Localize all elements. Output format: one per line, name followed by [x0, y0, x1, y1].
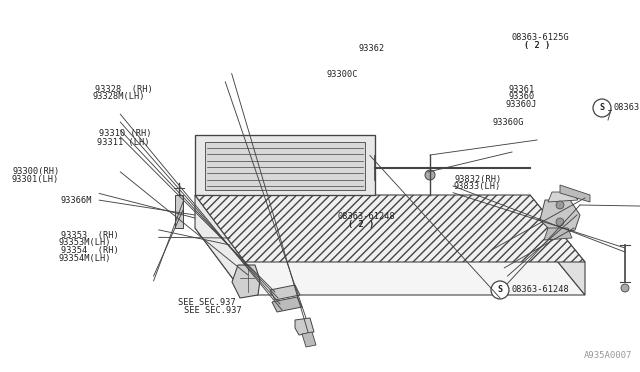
- Polygon shape: [195, 195, 245, 295]
- Text: S: S: [497, 285, 502, 295]
- Circle shape: [621, 284, 629, 292]
- Text: 08363-6125G: 08363-6125G: [512, 33, 570, 42]
- Text: 93300(RH): 93300(RH): [13, 167, 60, 176]
- Text: 93360J: 93360J: [506, 100, 537, 109]
- Text: 93361: 93361: [509, 85, 535, 94]
- Text: S: S: [600, 103, 605, 112]
- Polygon shape: [548, 192, 578, 202]
- Polygon shape: [270, 285, 300, 300]
- Text: 93362: 93362: [358, 44, 385, 53]
- Text: ( 2 ): ( 2 ): [348, 220, 374, 229]
- Circle shape: [491, 281, 509, 299]
- Text: A935A0007: A935A0007: [584, 351, 632, 360]
- Text: SEE SEC.937: SEE SEC.937: [178, 298, 236, 307]
- Circle shape: [593, 99, 611, 117]
- Polygon shape: [195, 195, 585, 262]
- Polygon shape: [540, 200, 580, 235]
- Polygon shape: [302, 332, 316, 347]
- Text: 08363-61248: 08363-61248: [512, 285, 570, 295]
- Polygon shape: [272, 297, 302, 312]
- Text: 93353  (RH): 93353 (RH): [61, 231, 118, 240]
- Polygon shape: [195, 135, 375, 195]
- Text: 93300C: 93300C: [326, 70, 358, 79]
- Polygon shape: [195, 228, 585, 295]
- Polygon shape: [205, 142, 365, 190]
- Text: 08363-61248: 08363-61248: [338, 212, 396, 221]
- Text: 93366M: 93366M: [61, 196, 92, 205]
- Polygon shape: [232, 265, 260, 298]
- Text: 93301(LH): 93301(LH): [12, 175, 59, 184]
- Text: 93310 (RH): 93310 (RH): [99, 129, 152, 138]
- Text: ( 2 ): ( 2 ): [524, 41, 550, 50]
- Circle shape: [556, 201, 564, 209]
- Text: 93832(RH): 93832(RH): [454, 175, 502, 184]
- Circle shape: [556, 218, 564, 226]
- Text: SEE SEC.937: SEE SEC.937: [184, 306, 242, 315]
- Text: 93311 (LH): 93311 (LH): [97, 138, 150, 147]
- Text: 93353M(LH): 93353M(LH): [59, 238, 111, 247]
- Polygon shape: [544, 228, 572, 240]
- Text: 93354  (RH): 93354 (RH): [61, 246, 118, 255]
- Polygon shape: [175, 195, 183, 228]
- Text: ( 2 ): ( 2 ): [348, 220, 374, 229]
- Polygon shape: [530, 195, 585, 295]
- Text: 93360: 93360: [509, 92, 535, 101]
- Text: 93328M(LH): 93328M(LH): [93, 92, 145, 101]
- Circle shape: [425, 170, 435, 180]
- Polygon shape: [295, 318, 314, 335]
- Text: ( 2 ): ( 2 ): [524, 41, 550, 50]
- Text: 08363-6125G: 08363-6125G: [614, 103, 640, 112]
- Text: 93360G: 93360G: [493, 118, 524, 127]
- Text: 93833(LH): 93833(LH): [453, 182, 500, 191]
- Polygon shape: [560, 185, 590, 202]
- Text: 93354M(LH): 93354M(LH): [59, 254, 111, 263]
- Text: 93328  (RH): 93328 (RH): [95, 85, 152, 94]
